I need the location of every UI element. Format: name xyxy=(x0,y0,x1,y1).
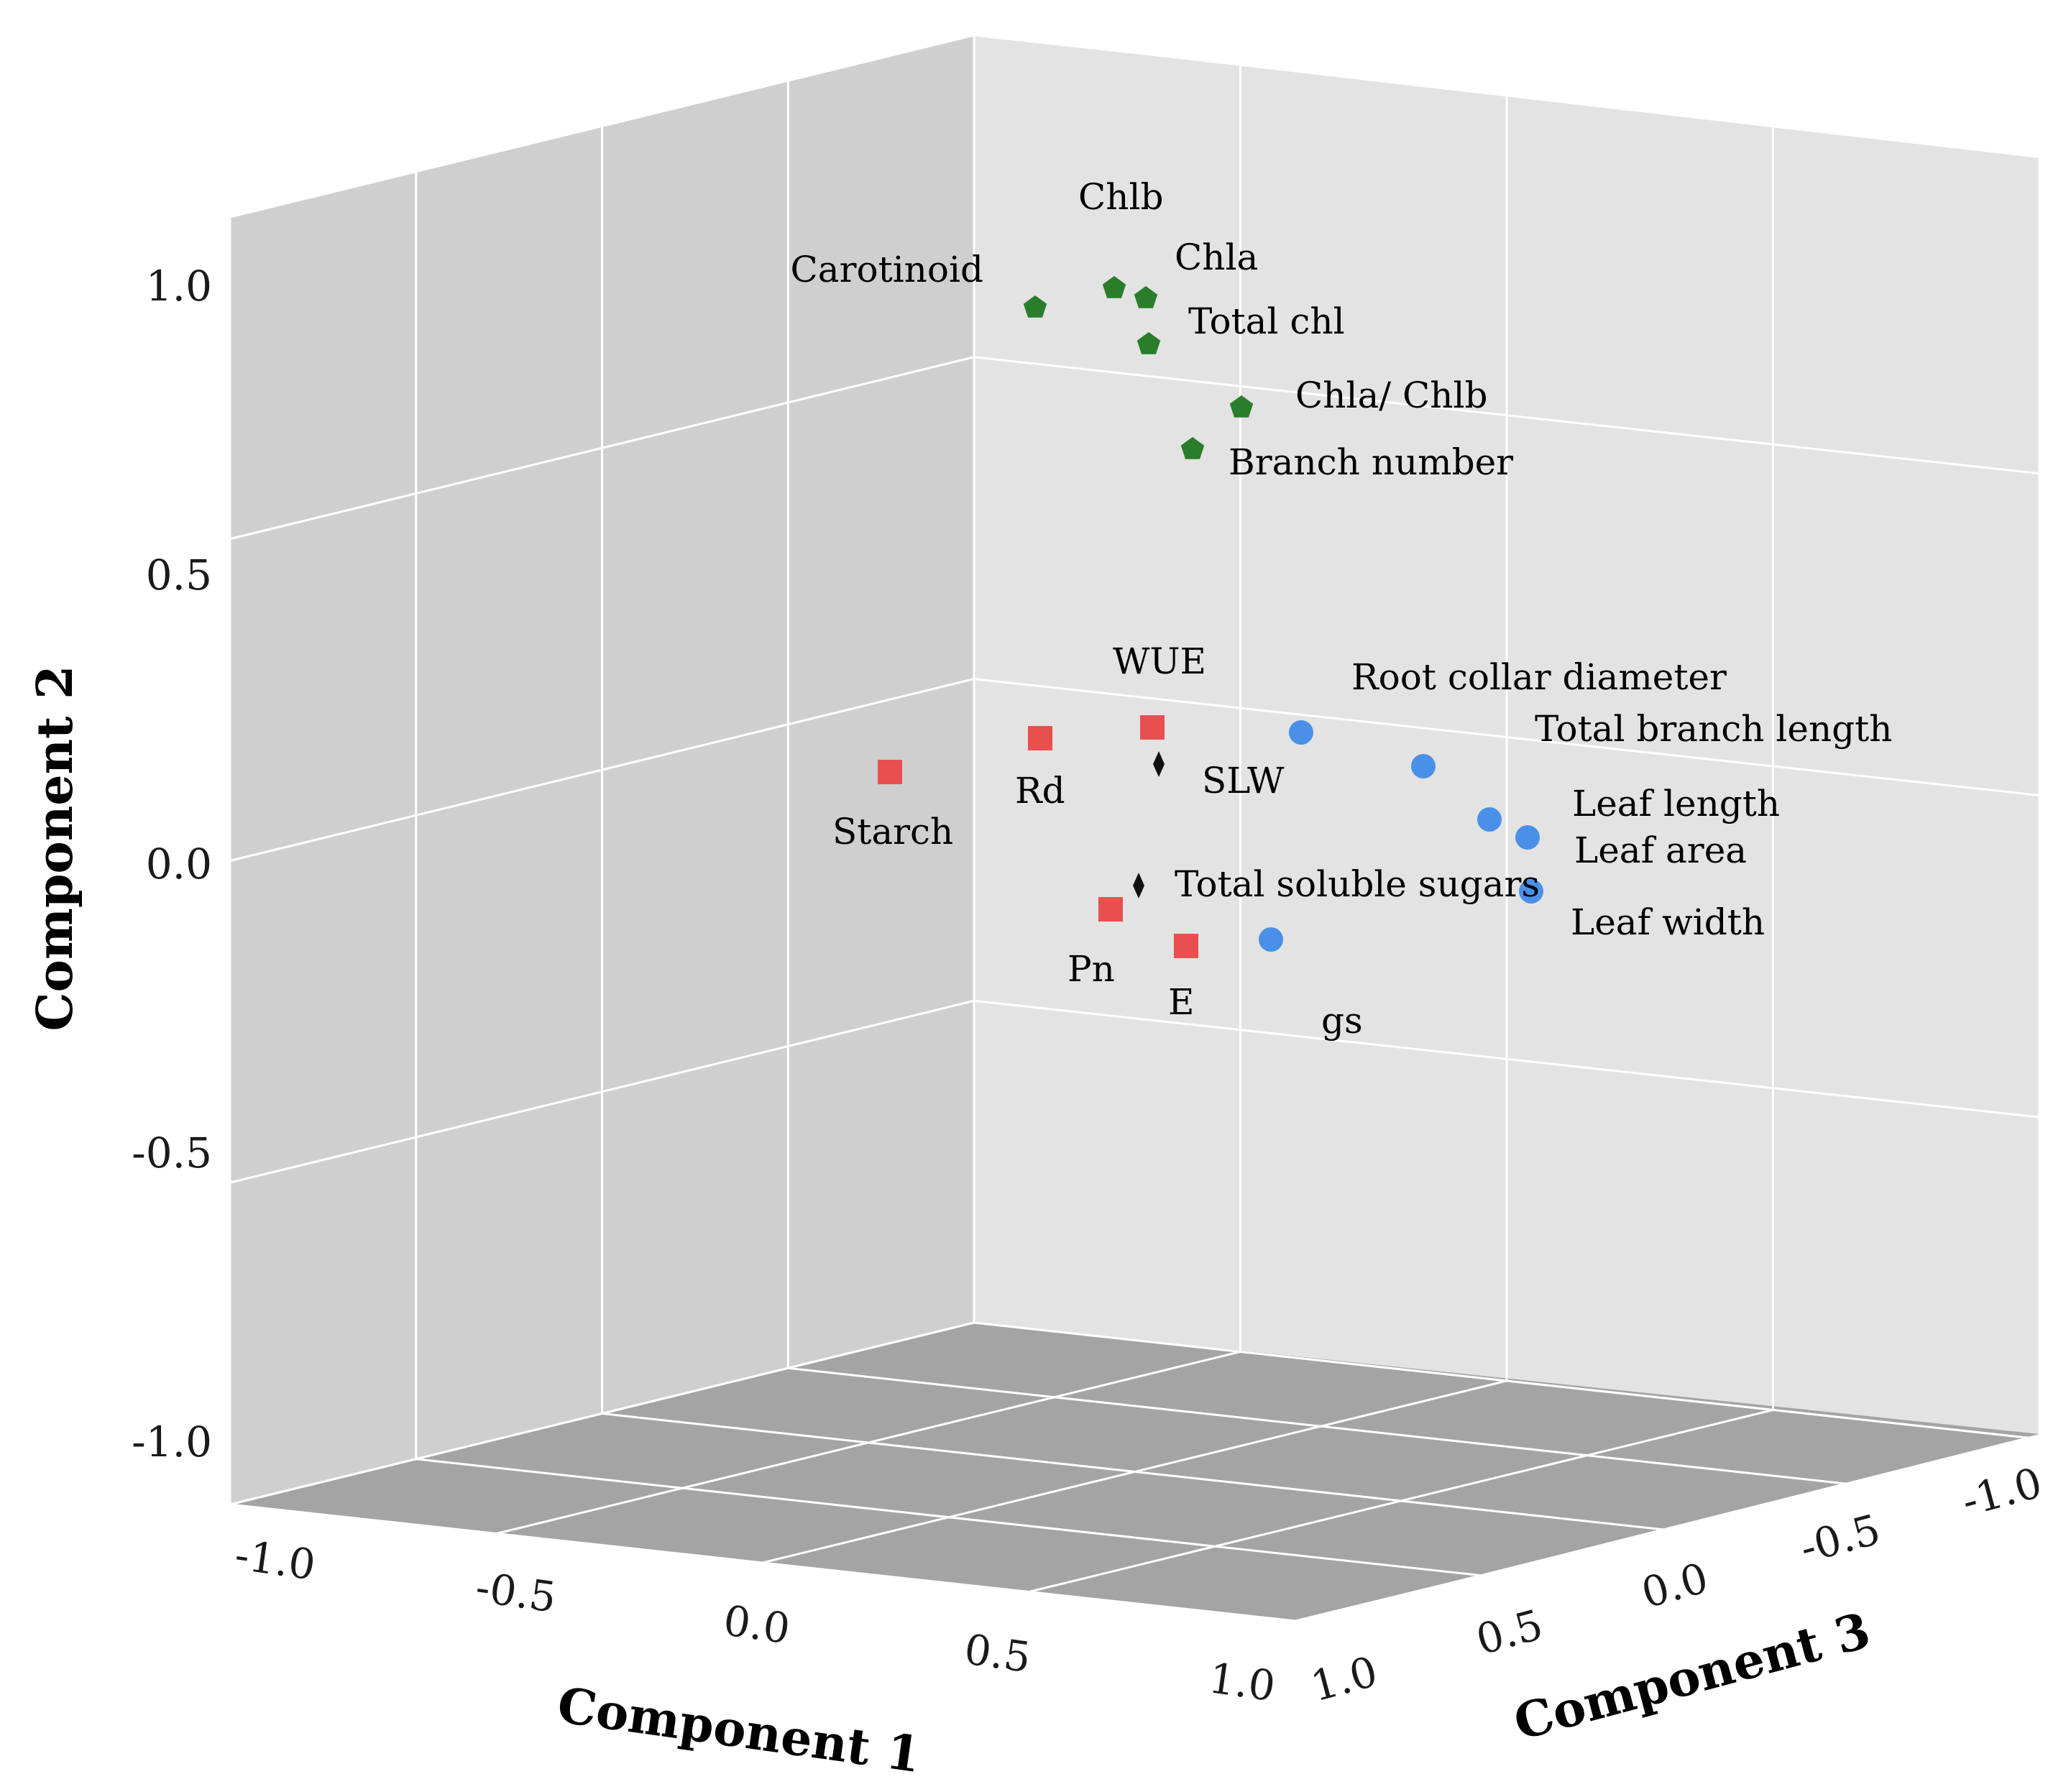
data-label: Total branch length xyxy=(1535,708,1892,750)
y-axis-title: Component 2 xyxy=(27,666,84,1031)
data-point-leaf-length xyxy=(1477,807,1502,832)
y-tick-label: -0.5 xyxy=(132,1129,212,1177)
data-label: Chlb xyxy=(1078,176,1163,218)
data-point-branch-number xyxy=(1180,437,1205,459)
data-label: Total soluble sugars xyxy=(1175,863,1540,905)
data-point-rd xyxy=(1028,726,1052,750)
grid-line xyxy=(602,1412,1668,1531)
data-point-wue xyxy=(1140,715,1165,740)
grid-line xyxy=(229,1503,1296,1622)
data-label: Rd xyxy=(1015,770,1065,812)
data-point-leaf-area xyxy=(1515,825,1540,850)
data-label: Chla xyxy=(1175,236,1258,278)
grid-line xyxy=(973,356,2040,475)
data-label: Starch xyxy=(832,811,953,853)
z-tick-label: -0.5 xyxy=(1795,1504,1886,1573)
data-label: WUE xyxy=(1113,640,1206,682)
z-tick-label: -1.0 xyxy=(1957,1458,2047,1526)
data-label: E xyxy=(1168,981,1195,1023)
data-point-chla-chlb xyxy=(1229,395,1254,418)
data-label: SLW xyxy=(1202,760,1285,801)
data-point-total-branch-length xyxy=(1411,754,1436,778)
y-tick-label: 0.0 xyxy=(146,840,212,888)
y-tick-label: 1.0 xyxy=(146,262,212,311)
data-point-chla xyxy=(1134,286,1158,308)
y-tick-label: -1.0 xyxy=(132,1417,212,1466)
data-label: Root collar diameter xyxy=(1351,656,1727,698)
data-label: Pn xyxy=(1067,948,1115,990)
grid-line xyxy=(229,356,975,541)
data-label: gs xyxy=(1321,1000,1363,1042)
data-label: Leaf width xyxy=(1571,901,1765,943)
data-label: Leaf area xyxy=(1574,830,1747,871)
data-point-total-soluble-sugars xyxy=(1133,873,1144,899)
z-tick-label: 1.0 xyxy=(1305,1647,1382,1711)
data-label: Carotinoid xyxy=(791,249,983,290)
data-point-chlb xyxy=(1102,276,1126,298)
grid-lines xyxy=(229,34,2041,1622)
data-point-root-collar-diameter xyxy=(1289,720,1313,745)
data-label: Chla/ Chlb xyxy=(1295,375,1487,416)
data-label: Total chl xyxy=(1188,300,1345,342)
grid-line xyxy=(973,34,2040,153)
data-point-e xyxy=(1174,934,1198,958)
grid-line xyxy=(229,34,975,219)
y-tick-label: 0.5 xyxy=(146,551,212,599)
data-labels: Chlb Chla Carotinoid Total chl Chla/ Chlb Bra… xyxy=(791,176,1893,1042)
z-axis-title: Component 3 xyxy=(1508,1602,1876,1752)
x-axis-title: Component 1 xyxy=(554,1676,924,1784)
z-tick-label: 0.5 xyxy=(1471,1600,1548,1665)
data-point-starch xyxy=(878,760,902,784)
x-tick-label: 1.0 xyxy=(1206,1653,1278,1711)
grid-line xyxy=(1029,1409,1773,1593)
data-point-gs xyxy=(1259,927,1283,952)
x-tick-label: -0.5 xyxy=(473,1563,559,1622)
data-point-slw xyxy=(1153,751,1165,777)
x-tick-label: 0.5 xyxy=(961,1625,1034,1682)
data-point-leaf-width xyxy=(1519,879,1543,904)
x-tick-label: 0.0 xyxy=(720,1596,793,1653)
data-label: Leaf length xyxy=(1572,783,1780,824)
z-tick-label: 0.0 xyxy=(1636,1553,1713,1618)
grid-line xyxy=(415,1458,1482,1577)
data-label: Branch number xyxy=(1229,441,1513,483)
data-point-pn xyxy=(1098,897,1123,922)
grid-line xyxy=(1295,1438,2040,1622)
x-tick-label: -1.0 xyxy=(232,1530,318,1590)
data-point-total-chl xyxy=(1136,332,1161,354)
data-point-carotinoid xyxy=(1023,295,1047,318)
data-points xyxy=(878,276,1543,958)
